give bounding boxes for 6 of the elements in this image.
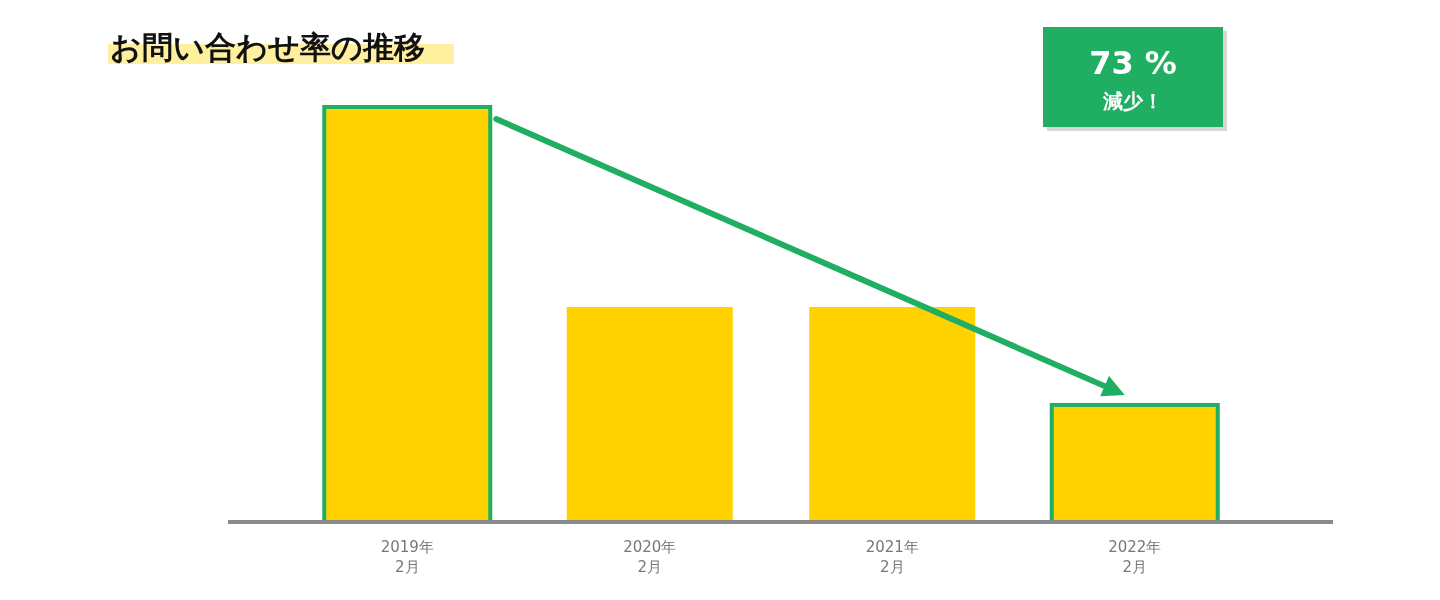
annotation: 73 % 減少！	[1089, 44, 1177, 113]
x-tick-label: 2021年 2月	[865, 538, 919, 576]
x-tick-label: 2020年 2月	[623, 538, 677, 576]
chart-title: お問い合わせ率の推移	[110, 29, 425, 65]
x-tick-label: 2019年 2月	[380, 538, 434, 576]
x-tick-label: 2022年 2月	[1108, 538, 1162, 576]
